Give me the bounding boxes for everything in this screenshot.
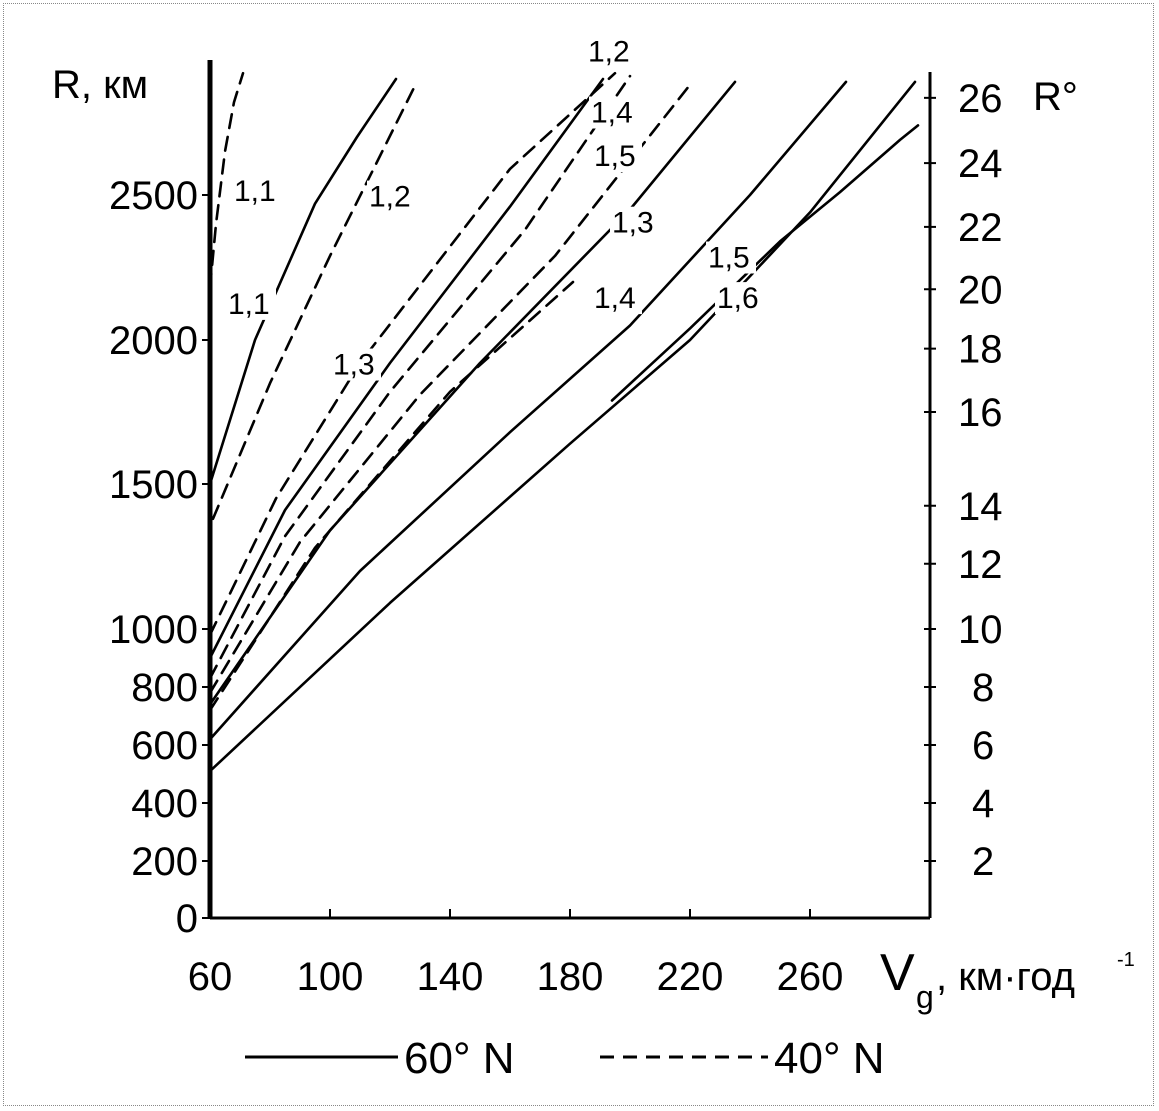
legend: 60° N 40° N xyxy=(245,1034,885,1083)
curve-label-bg xyxy=(610,206,660,239)
series-line-solid-1-4-9 xyxy=(208,80,848,741)
x-tick-label: 220 xyxy=(657,955,724,999)
x-tick-label: 100 xyxy=(297,955,364,999)
legend-dashed-label: 40° N xyxy=(774,1034,885,1083)
curve-label: 1,1 xyxy=(234,175,276,208)
x-axis-title: V g , км·год -1 xyxy=(880,944,1135,1015)
series-line-solid-1-2-4 xyxy=(208,77,605,660)
x-tick-label: 60 xyxy=(188,955,233,999)
right-tick-label: 22 xyxy=(958,206,1003,250)
curve-label: 1,3 xyxy=(333,349,375,382)
right-tick-label: 18 xyxy=(958,328,1003,372)
series-line-dashed-1-3-3 xyxy=(208,71,617,637)
x-tick-label: 140 xyxy=(417,955,484,999)
curve-label: 1,5 xyxy=(594,140,636,173)
curve-label: 1,4 xyxy=(594,282,636,315)
curve-label-bg xyxy=(715,282,765,315)
series-line-dashed-1-1-1 xyxy=(208,71,245,290)
series-line-solid-1-6-11 xyxy=(610,124,920,402)
curve-label: 1,5 xyxy=(708,242,750,275)
x-tick-label: 180 xyxy=(537,955,604,999)
y-axis-title: R, км xyxy=(52,63,148,107)
legend-solid-label: 60° N xyxy=(404,1034,515,1083)
series-line-dashed-1-2-2 xyxy=(211,86,416,521)
right-tick-label: 4 xyxy=(972,782,994,826)
curve-label: 1,2 xyxy=(588,36,630,69)
x-axis-title-exponent: -1 xyxy=(1117,949,1135,971)
y-tick-label: 600 xyxy=(131,724,198,768)
right-tick-label: 6 xyxy=(972,724,994,768)
right-tick-label: 12 xyxy=(958,543,1003,587)
y-tick-label: 800 xyxy=(131,666,198,710)
series-line-solid-1-3-8 xyxy=(208,80,737,706)
y-tick-label: 2000 xyxy=(109,319,198,363)
axes-layer: 0 200 400 600 800 1000 1500 2000 2500 60 100 140 180… xyxy=(109,60,1003,999)
x-axis-title-main: V xyxy=(880,944,915,1002)
right-tick-label: 20 xyxy=(958,268,1003,312)
x-axis-title-subscript: g xyxy=(916,979,934,1015)
curve-label-bg xyxy=(232,174,282,207)
curve-label-bg xyxy=(589,96,639,129)
curve-label-bg xyxy=(706,241,756,274)
curve-label-bg xyxy=(331,348,381,381)
curve-label-bg xyxy=(367,180,417,213)
series-line-dashed-1-2-5 xyxy=(208,74,632,680)
curve-label-bg xyxy=(586,35,636,68)
curve-label-bg xyxy=(226,287,276,320)
y-tick-label: 2500 xyxy=(109,174,198,218)
series-line-dashed-1-4-6 xyxy=(208,83,692,695)
right-tick-label: 8 xyxy=(972,666,994,710)
series-layer xyxy=(208,71,920,773)
curve-label-bg xyxy=(592,140,642,172)
figure-frame xyxy=(3,3,1154,1106)
curve-label: 1,1 xyxy=(228,288,270,321)
curve-label: 1,6 xyxy=(717,282,759,315)
y-tick-label: 0 xyxy=(176,897,198,941)
right-tick-label: 16 xyxy=(958,391,1003,435)
right-tick-label: 26 xyxy=(958,77,1003,121)
y-tick-label: 400 xyxy=(131,782,198,826)
right-tick-label: 10 xyxy=(958,608,1003,652)
y-tick-label: 1000 xyxy=(109,608,198,652)
curve-label: 1,2 xyxy=(369,181,411,214)
curve-label: 1,3 xyxy=(612,207,654,240)
y-tick-label: 200 xyxy=(131,840,198,884)
curve-labels-layer: 1,1 1,2 1,1 1,3 1,2 1,4 1,5 1,3 1,5 1,4 1,6 xyxy=(226,35,765,382)
y-tick-label: 1500 xyxy=(109,463,198,507)
curve-label: 1,4 xyxy=(591,97,633,130)
x-axis-title-unit: , км·год xyxy=(936,955,1075,999)
series-line-dashed-1-5-7 xyxy=(208,280,575,712)
x-tick-label: 260 xyxy=(777,955,844,999)
right-axis-title: R° xyxy=(1033,75,1078,119)
right-tick-label: 2 xyxy=(972,840,994,884)
series-line-solid-1-1-0 xyxy=(208,77,398,486)
series-line-solid-1-5-10 xyxy=(208,80,917,773)
curve-label-bg xyxy=(592,282,642,315)
right-tick-label: 14 xyxy=(958,485,1003,529)
right-tick-label: 24 xyxy=(958,142,1003,186)
